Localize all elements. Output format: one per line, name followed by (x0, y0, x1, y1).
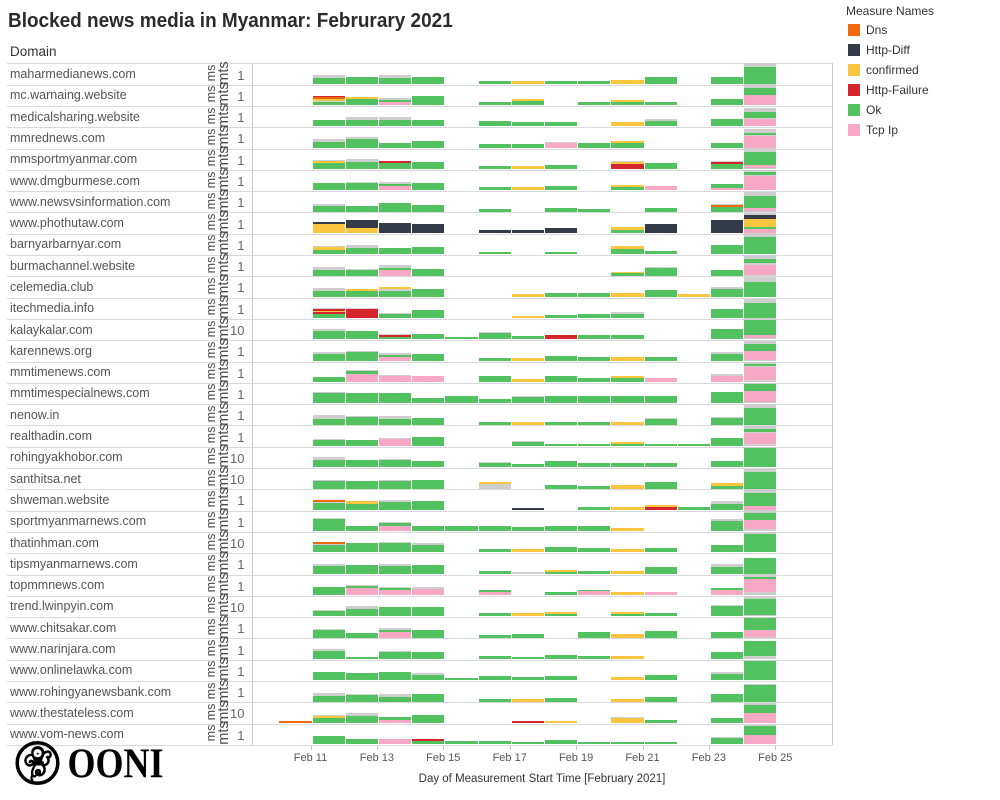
svg-text:OONI: OONI (68, 742, 164, 788)
